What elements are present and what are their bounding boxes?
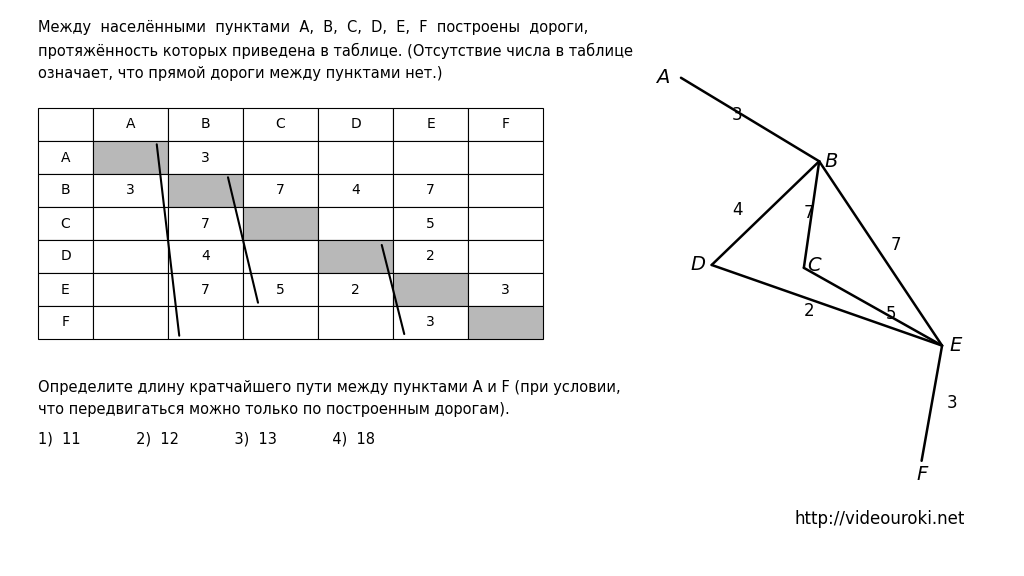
Bar [168,108,243,141]
Text: C: C [807,256,820,275]
Bar [393,207,468,240]
Text: E: E [426,118,435,131]
Text: Между  населёнными  пунктами  A,  B,  C,  D,  E,  F  построены  дороги,
протяжён: Между населёнными пунктами A, B, C, D, E… [38,20,633,81]
Text: B: B [60,184,71,198]
Text: 4: 4 [351,184,359,198]
Bar [168,207,243,240]
Bar [38,174,93,207]
Bar [243,240,318,273]
Bar [318,306,393,339]
Bar [468,273,543,306]
Text: 7: 7 [804,204,814,222]
Text: http://videouroki.net: http://videouroki.net [795,510,966,528]
Text: E: E [950,336,963,355]
Text: Определите длину кратчайшего пути между пунктами A и F (при условии,
что передви: Определите длину кратчайшего пути между … [38,380,621,417]
Bar [38,108,93,141]
Bar [38,207,93,240]
Text: 2: 2 [351,282,359,297]
Bar [468,207,543,240]
Text: C: C [60,217,71,230]
Text: F: F [61,316,70,329]
Bar [393,240,468,273]
Text: B: B [824,152,838,170]
Text: 7: 7 [891,236,901,254]
Text: 2: 2 [804,302,814,320]
Bar [38,273,93,306]
Text: 5: 5 [276,282,285,297]
Bar [468,306,543,339]
Text: D: D [690,256,706,274]
Text: F: F [916,465,927,484]
Text: F: F [502,118,510,131]
Text: 3: 3 [126,184,135,198]
Text: 7: 7 [201,282,210,297]
Bar [468,240,543,273]
Bar [93,207,168,240]
Bar [38,141,93,174]
Bar [393,141,468,174]
Text: B: B [201,118,210,131]
Bar [468,174,543,207]
Bar [243,207,318,240]
Bar [168,141,243,174]
Bar [468,108,543,141]
Text: 7: 7 [201,217,210,230]
Bar [93,240,168,273]
Bar [318,141,393,174]
Bar [468,141,543,174]
Bar [393,306,468,339]
Bar [93,141,168,174]
Bar [243,273,318,306]
Text: A: A [656,69,670,87]
Text: C: C [275,118,286,131]
Bar [243,141,318,174]
Bar [393,273,468,306]
Bar [318,273,393,306]
Text: 1)  11            2)  12            3)  13            4)  18: 1) 11 2) 12 3) 13 4) 18 [38,432,375,447]
Bar [168,240,243,273]
Bar [93,273,168,306]
Bar [318,174,393,207]
Text: 3: 3 [732,106,742,124]
Bar [243,108,318,141]
Text: D: D [350,118,360,131]
Text: 4: 4 [201,249,210,263]
Bar [93,174,168,207]
Text: 2: 2 [426,249,435,263]
Text: A: A [126,118,135,131]
Text: 5: 5 [886,305,896,323]
Bar [93,108,168,141]
Text: 3: 3 [426,316,435,329]
Bar [38,306,93,339]
Bar [243,174,318,207]
Bar [393,108,468,141]
Text: 3: 3 [201,150,210,165]
Bar [243,306,318,339]
Bar [93,306,168,339]
Bar [168,273,243,306]
Text: 4: 4 [732,201,742,219]
Text: A: A [60,150,71,165]
Text: D: D [60,249,71,263]
Bar [168,306,243,339]
Bar [318,108,393,141]
Bar [393,174,468,207]
Text: 5: 5 [426,217,435,230]
Text: 7: 7 [276,184,285,198]
Bar [168,174,243,207]
Text: 3: 3 [947,394,957,412]
Bar [318,207,393,240]
Text: 3: 3 [501,282,510,297]
Text: 7: 7 [426,184,435,198]
Bar [318,240,393,273]
Bar [38,240,93,273]
Text: E: E [61,282,70,297]
